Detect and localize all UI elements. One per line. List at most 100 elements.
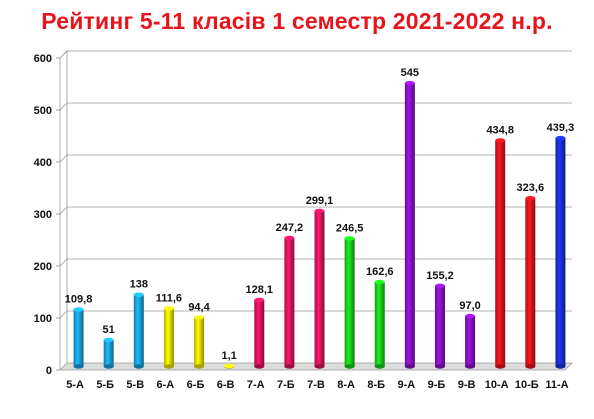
- data-label: 246,5: [336, 222, 364, 234]
- data-label: 111,6: [156, 292, 182, 304]
- bar-base: [344, 364, 355, 369]
- bar-7-Б: [284, 235, 295, 369]
- x-tick-label: 7-Б: [277, 379, 295, 391]
- bar-body: [344, 238, 355, 367]
- x-tick-label: 10-А: [485, 379, 509, 391]
- bar-body: [254, 299, 265, 367]
- x-tick-label: 6-Б: [187, 379, 205, 391]
- bar-top: [133, 292, 144, 297]
- bar-6-Б: [194, 315, 205, 369]
- axis-layer: 0 100 200 300 400 500 600 5-А 5-Б 5-В 6-А 6-Б 6-В 7-А…: [34, 50, 569, 391]
- data-label: 51: [103, 324, 115, 336]
- bar-top: [465, 313, 476, 319]
- bar-base: [434, 364, 445, 369]
- bar-6-А: [163, 306, 174, 369]
- bar-top: [103, 337, 114, 343]
- data-label: 155,2: [426, 270, 454, 282]
- bar-top: [434, 283, 445, 288]
- data-label: 299,1: [306, 195, 334, 207]
- bar-7-В: [314, 208, 325, 369]
- bar-base: [163, 364, 174, 369]
- x-tick-label: 11-А: [545, 379, 568, 391]
- bar-body: [434, 285, 445, 367]
- x-tick-label: 5-А: [66, 379, 84, 391]
- bar-base: [73, 364, 84, 369]
- y-axis-line: [59, 50, 68, 370]
- x-tick-label: 6-А: [157, 379, 175, 391]
- bar-top: [284, 235, 295, 241]
- bar-body: [103, 339, 114, 367]
- bar-body: [284, 237, 295, 367]
- bar-11-А: [555, 135, 566, 369]
- bar-top: [525, 196, 536, 201]
- bar-base: [314, 364, 325, 369]
- bar-top: [254, 297, 265, 303]
- bar-5-Б: [103, 337, 114, 369]
- bar-base: [254, 364, 265, 369]
- chart-title: Рейтинг 5-11 класів 1 семестр 2021-2022 …: [41, 8, 553, 34]
- bar-base: [133, 364, 144, 369]
- x-tick-label: 5-Б: [96, 379, 114, 391]
- bar-top: [495, 138, 506, 143]
- bar-top: [314, 208, 325, 214]
- y-tick-label: 400: [34, 157, 52, 169]
- x-tick-label: 9-В: [458, 379, 476, 391]
- y-tick-label: 600: [34, 53, 52, 65]
- x-tick-label: 10-Б: [515, 379, 539, 391]
- x-tick-label: 8-Б: [367, 379, 385, 391]
- bar-top: [194, 315, 205, 320]
- data-label: 439,3: [547, 122, 575, 134]
- bar-base: [525, 364, 536, 369]
- bar-base: [465, 364, 476, 369]
- bar-body: [73, 309, 84, 367]
- bar-10-Б: [525, 196, 536, 369]
- labels-layer: 109,8 51 138 111,6 94,4 1,1 128,1 247,2 299,1 246…: [65, 67, 574, 362]
- data-label: 247,2: [276, 222, 304, 234]
- bar-base: [404, 364, 415, 369]
- x-tick-label: 8-А: [337, 379, 355, 391]
- bar-base: [194, 364, 205, 369]
- bar-body: [133, 294, 144, 367]
- bar-9-А: [404, 80, 415, 369]
- data-label: 97,0: [459, 300, 480, 312]
- bar-base: [103, 364, 114, 369]
- data-label: 1,1: [221, 350, 236, 362]
- data-label: 323,6: [517, 182, 545, 194]
- data-label: 94,4: [188, 301, 210, 313]
- x-tick-label: 9-Б: [428, 379, 446, 391]
- bar-base: [374, 364, 385, 369]
- bar-5-А: [73, 307, 84, 369]
- bar-9-В: [465, 313, 476, 369]
- bar-top: [404, 80, 415, 86]
- x-tick-label: 6-В: [217, 379, 235, 391]
- bar-top: [344, 236, 355, 241]
- bar-8-А: [344, 236, 355, 369]
- bar-body: [404, 83, 415, 367]
- y-tick-label: 200: [34, 261, 52, 273]
- data-label: 434,8: [486, 124, 514, 136]
- bar-base: [284, 364, 295, 369]
- bar-body: [465, 316, 476, 367]
- bar-7-А: [254, 297, 265, 369]
- bar-9-Б: [434, 283, 445, 369]
- bar-6-В: [224, 363, 235, 369]
- bars-layer: [73, 80, 566, 369]
- x-tick-label: 9-А: [397, 379, 415, 391]
- x-tick-label: 7-А: [247, 379, 265, 391]
- bar-top: [374, 279, 385, 285]
- x-tick-label: 7-В: [307, 379, 325, 391]
- bar-8-Б: [374, 279, 385, 369]
- bar-top: [555, 135, 566, 141]
- bar-body: [314, 210, 325, 367]
- data-label: 109,8: [65, 293, 93, 305]
- bar-10-А: [495, 138, 506, 369]
- y-tick-label: 0: [46, 365, 52, 377]
- data-label: 138: [130, 279, 148, 291]
- data-label: 162,6: [366, 266, 394, 278]
- data-label: 545: [401, 67, 419, 79]
- bar-body: [495, 140, 506, 367]
- bar-body: [555, 138, 566, 367]
- data-label: 128,1: [245, 284, 273, 296]
- bar-body: [163, 308, 174, 367]
